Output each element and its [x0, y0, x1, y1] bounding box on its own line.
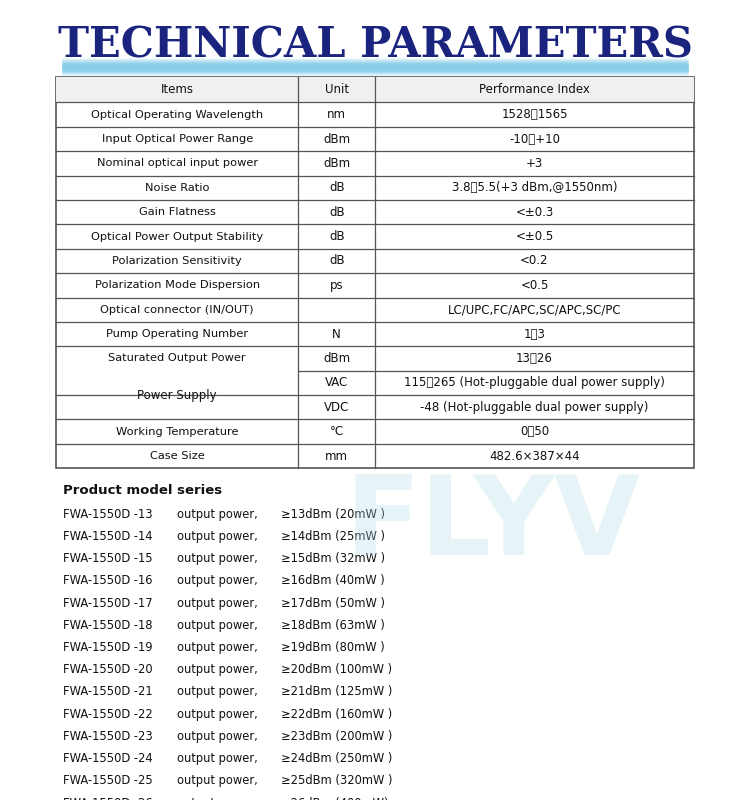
Text: Case Size: Case Size	[150, 451, 205, 461]
Text: 0～50: 0～50	[520, 425, 549, 438]
Text: Optical connector (IN/OUT): Optical connector (IN/OUT)	[100, 305, 254, 314]
Bar	[56, 77, 694, 102]
Text: dBm: dBm	[323, 157, 350, 170]
Text: -48 (Hot-pluggable dual power supply): -48 (Hot-pluggable dual power supply)	[420, 401, 649, 414]
Text: FWA-1550D -23: FWA-1550D -23	[63, 730, 153, 743]
Text: output power,: output power,	[177, 574, 258, 587]
Text: ≥25dBm (320mW ): ≥25dBm (320mW )	[281, 774, 393, 787]
Text: FWA-1550D -18: FWA-1550D -18	[63, 618, 152, 632]
Text: nm: nm	[327, 108, 346, 121]
Text: +3: +3	[526, 157, 543, 170]
Text: FLYV: FLYV	[345, 471, 641, 578]
Text: FWA-1550D -14: FWA-1550D -14	[63, 530, 152, 543]
Text: output power,: output power,	[177, 774, 258, 787]
Text: °C: °C	[330, 425, 344, 438]
Text: output power,: output power,	[177, 708, 258, 721]
Text: Pump Operating Number: Pump Operating Number	[106, 329, 248, 339]
Text: VAC: VAC	[325, 376, 348, 390]
Text: Optical Power Output Stability: Optical Power Output Stability	[92, 231, 263, 242]
Text: <±0.3: <±0.3	[515, 206, 554, 218]
Text: <0.5: <0.5	[520, 279, 549, 292]
Text: FWA-1550D -22: FWA-1550D -22	[63, 708, 153, 721]
Text: Items: Items	[160, 83, 194, 96]
Text: <0.2: <0.2	[520, 254, 549, 267]
Text: Optical Operating Wavelength: Optical Operating Wavelength	[92, 110, 263, 120]
Text: FWA-1550D -16: FWA-1550D -16	[63, 574, 152, 587]
Text: ≥16dBm (40mW ): ≥16dBm (40mW )	[281, 574, 386, 587]
Text: ≥26dBm (400mW): ≥26dBm (400mW)	[281, 797, 389, 800]
Text: output power,: output power,	[177, 508, 258, 521]
Text: LC/UPC,FC/APC,SC/APC,SC/PC: LC/UPC,FC/APC,SC/APC,SC/PC	[448, 303, 621, 316]
Text: dBm: dBm	[323, 352, 350, 365]
Text: FWA-1550D -20: FWA-1550D -20	[63, 663, 152, 676]
Text: FWA-1550D -19: FWA-1550D -19	[63, 641, 152, 654]
Text: Product model series: Product model series	[63, 484, 222, 497]
Text: Input Optical Power Range: Input Optical Power Range	[101, 134, 253, 144]
Text: Working Temperature: Working Temperature	[116, 426, 238, 437]
Text: 1528～1565: 1528～1565	[501, 108, 568, 121]
Text: FWA-1550D -17: FWA-1550D -17	[63, 597, 152, 610]
Text: output power,: output power,	[177, 597, 258, 610]
Text: FWA-1550D -15: FWA-1550D -15	[63, 552, 152, 565]
Text: ps: ps	[330, 279, 344, 292]
Text: 482.6×387×44: 482.6×387×44	[489, 450, 580, 462]
Text: output power,: output power,	[177, 663, 258, 676]
Text: Nominal optical input power: Nominal optical input power	[97, 158, 258, 169]
Text: FWA-1550D -13: FWA-1550D -13	[63, 508, 152, 521]
Bar	[56, 77, 694, 468]
Text: 115～265 (Hot-pluggable dual power supply): 115～265 (Hot-pluggable dual power supply…	[404, 376, 665, 390]
Text: output power,: output power,	[177, 618, 258, 632]
Text: Gain Flatness: Gain Flatness	[139, 207, 216, 218]
Text: dB: dB	[329, 230, 344, 243]
Text: Unit: Unit	[325, 83, 349, 96]
Text: output power,: output power,	[177, 530, 258, 543]
Text: ≥15dBm (32mW ): ≥15dBm (32mW )	[281, 552, 386, 565]
Text: output power,: output power,	[177, 552, 258, 565]
Text: Noise Ratio: Noise Ratio	[145, 183, 209, 193]
Text: dBm: dBm	[323, 133, 350, 146]
Text: dB: dB	[329, 206, 344, 218]
Text: Polarization Sensitivity: Polarization Sensitivity	[112, 256, 242, 266]
Text: output power,: output power,	[177, 730, 258, 743]
Text: mm: mm	[326, 450, 348, 462]
Text: 1～3: 1～3	[524, 328, 545, 341]
Text: ≥24dBm (250mW ): ≥24dBm (250mW )	[281, 752, 393, 765]
Text: output power,: output power,	[177, 686, 258, 698]
Text: ≥14dBm (25mW ): ≥14dBm (25mW )	[281, 530, 386, 543]
Text: FWA-1550D -21: FWA-1550D -21	[63, 686, 152, 698]
Text: <±0.5: <±0.5	[515, 230, 554, 243]
Text: Saturated Output Power: Saturated Output Power	[109, 354, 246, 363]
Text: output power,: output power,	[177, 641, 258, 654]
Text: ≥22dBm (160mW ): ≥22dBm (160mW )	[281, 708, 393, 721]
Text: 3.8～5.5(+3 dBm,@1550nm): 3.8～5.5(+3 dBm,@1550nm)	[452, 182, 617, 194]
Text: output power,: output power,	[177, 752, 258, 765]
Text: Polarization Mode Dispersion: Polarization Mode Dispersion	[94, 280, 260, 290]
Text: output power,: output power,	[177, 797, 258, 800]
Text: ≥23dBm (200mW ): ≥23dBm (200mW )	[281, 730, 393, 743]
Text: VDC: VDC	[324, 401, 350, 414]
Text: dB: dB	[329, 182, 344, 194]
Text: FWA-1550D -25: FWA-1550D -25	[63, 774, 153, 787]
Text: TECHNICAL PARAMETERS: TECHNICAL PARAMETERS	[58, 24, 692, 66]
Text: ≥13dBm (20mW ): ≥13dBm (20mW )	[281, 508, 386, 521]
Text: Performance Index: Performance Index	[479, 83, 590, 96]
Text: ≥17dBm (50mW ): ≥17dBm (50mW )	[281, 597, 386, 610]
Text: -10～+10: -10～+10	[509, 133, 560, 146]
Text: FWA-1550D -24: FWA-1550D -24	[63, 752, 152, 765]
Text: ≥19dBm (80mW ): ≥19dBm (80mW )	[281, 641, 386, 654]
Text: ≥20dBm (100mW ): ≥20dBm (100mW )	[281, 663, 392, 676]
Text: dB: dB	[329, 254, 344, 267]
Text: ≥18dBm (63mW ): ≥18dBm (63mW )	[281, 618, 386, 632]
Text: N: N	[332, 328, 341, 341]
Text: 13～26: 13～26	[516, 352, 553, 365]
Text: FWA-1550D -26: FWA-1550D -26	[63, 797, 152, 800]
Text: ≥21dBm (125mW ): ≥21dBm (125mW )	[281, 686, 393, 698]
Text: Power Supply: Power Supply	[137, 389, 217, 402]
